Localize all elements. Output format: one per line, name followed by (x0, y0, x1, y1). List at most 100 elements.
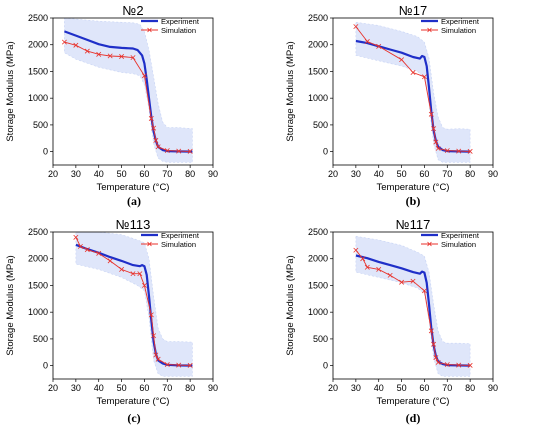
legend-label: Simulation (441, 26, 476, 35)
simulation-point (73, 42, 79, 48)
simulation-point (119, 266, 125, 272)
y-tick-label: 1500 (308, 280, 328, 290)
simulation-point (435, 359, 441, 365)
simulation-point (107, 53, 113, 59)
x-tick-label: 80 (465, 383, 475, 393)
simulation-point (410, 278, 416, 284)
simulation-point (96, 51, 102, 57)
simulation-point (364, 39, 370, 45)
x-tick-label: 40 (94, 383, 104, 393)
simulation-point (141, 73, 147, 79)
simulation-point (137, 271, 143, 277)
y-tick-label: 0 (43, 361, 48, 371)
axes-frame (332, 17, 494, 166)
x-tick-label: 20 (48, 169, 58, 179)
simulation-point (176, 148, 182, 154)
x-tick-label: 40 (374, 169, 384, 179)
simulation-point (155, 144, 161, 150)
x-axis-label: Temperature (°C) (377, 182, 450, 193)
y-tick-label: 1000 (308, 307, 328, 317)
uncertainty-band (355, 21, 471, 163)
simulation-point (360, 256, 366, 262)
uncertainty-band (75, 232, 193, 377)
simulation-point (77, 243, 83, 249)
chart-title: №2 (122, 3, 143, 18)
y-tick-label: 2000 (308, 40, 328, 50)
simulation-point (187, 362, 193, 368)
simulation-point (421, 74, 427, 80)
simulation-point (148, 116, 154, 121)
x-tick-label: 60 (139, 169, 149, 179)
x-axis-label: Temperature (°C) (97, 182, 170, 193)
y-tick-label: 500 (313, 120, 328, 130)
x-tick-label: 60 (139, 383, 149, 393)
y-tick-label: 2500 (28, 227, 48, 237)
axes-frame (52, 17, 214, 166)
simulation-point (153, 352, 159, 358)
legend-marker (427, 241, 432, 247)
simulation-point (376, 266, 382, 272)
panel-caption: (a) (127, 194, 141, 208)
simulation-point (376, 43, 382, 49)
x-tick-label: 80 (465, 169, 475, 179)
y-tick-label: 2500 (28, 13, 48, 23)
x-tick-label: 20 (48, 383, 58, 393)
simulation-point (421, 288, 427, 294)
chart-panel: 20 30 40 50 60 70 80 90 0 500 1000 1500 2000 2500 Temp… (285, 217, 498, 425)
y-axis-label: Storage Modulus (MPa) (285, 41, 296, 141)
x-tick-label: 70 (442, 383, 452, 393)
y-tick-label: 2000 (28, 40, 48, 50)
y-tick-label: 2500 (308, 13, 328, 23)
y-axis-label: Storage Modulus (MPa) (285, 255, 296, 355)
experiment-line (355, 254, 471, 367)
chart-title: №113 (116, 217, 151, 232)
y-tick-label: 1000 (28, 93, 48, 103)
simulation-point (428, 111, 434, 117)
simulation-point (456, 148, 462, 154)
simulation-point (431, 341, 437, 347)
simulation-point (399, 279, 405, 285)
x-tick-label: 80 (185, 169, 195, 179)
simulation-point (119, 54, 125, 59)
x-tick-label: 50 (117, 383, 127, 393)
simulation-point (364, 264, 370, 270)
simulation-point (96, 250, 102, 256)
legend-label: Experiment (441, 231, 480, 240)
x-tick-label: 40 (94, 169, 104, 179)
x-tick-label: 30 (351, 383, 361, 393)
simulation-point (151, 125, 157, 131)
chart-panel: 20 30 40 50 60 70 80 90 0 500 1000 1500 2000 2500 Temp… (5, 217, 218, 425)
simulation-point (73, 234, 79, 240)
y-axis-label: Storage Modulus (MPa) (5, 255, 16, 355)
simulation-point (467, 362, 473, 368)
legend-label: Simulation (161, 240, 196, 249)
chart-title: №117 (396, 217, 431, 232)
legend-label: Simulation (161, 26, 196, 35)
x-tick-label: 60 (419, 383, 429, 393)
simulation-point (164, 362, 170, 368)
axes-frame (52, 231, 214, 380)
legend-label: Experiment (161, 17, 200, 26)
x-tick-label: 40 (374, 383, 384, 393)
x-tick-label: 70 (162, 383, 172, 393)
simulation-point (176, 362, 182, 368)
simulation-point (456, 362, 462, 368)
simulation-point (130, 271, 136, 277)
simulation-point (153, 137, 159, 143)
legend-label: Experiment (441, 17, 480, 26)
simulation-point (433, 139, 439, 145)
legend-marker (147, 241, 152, 247)
simulation-point (84, 247, 90, 253)
x-tick-label: 90 (208, 169, 218, 179)
panel-caption: (c) (127, 411, 140, 425)
x-tick-label: 60 (419, 169, 429, 179)
simulation-point (433, 355, 439, 361)
y-tick-label: 500 (33, 120, 48, 130)
simulation-point (467, 148, 473, 154)
legend-marker (427, 27, 432, 33)
y-tick-label: 0 (323, 147, 328, 157)
simulation-point (151, 333, 157, 339)
simulation-point (428, 328, 434, 334)
simulation-point (410, 70, 416, 76)
